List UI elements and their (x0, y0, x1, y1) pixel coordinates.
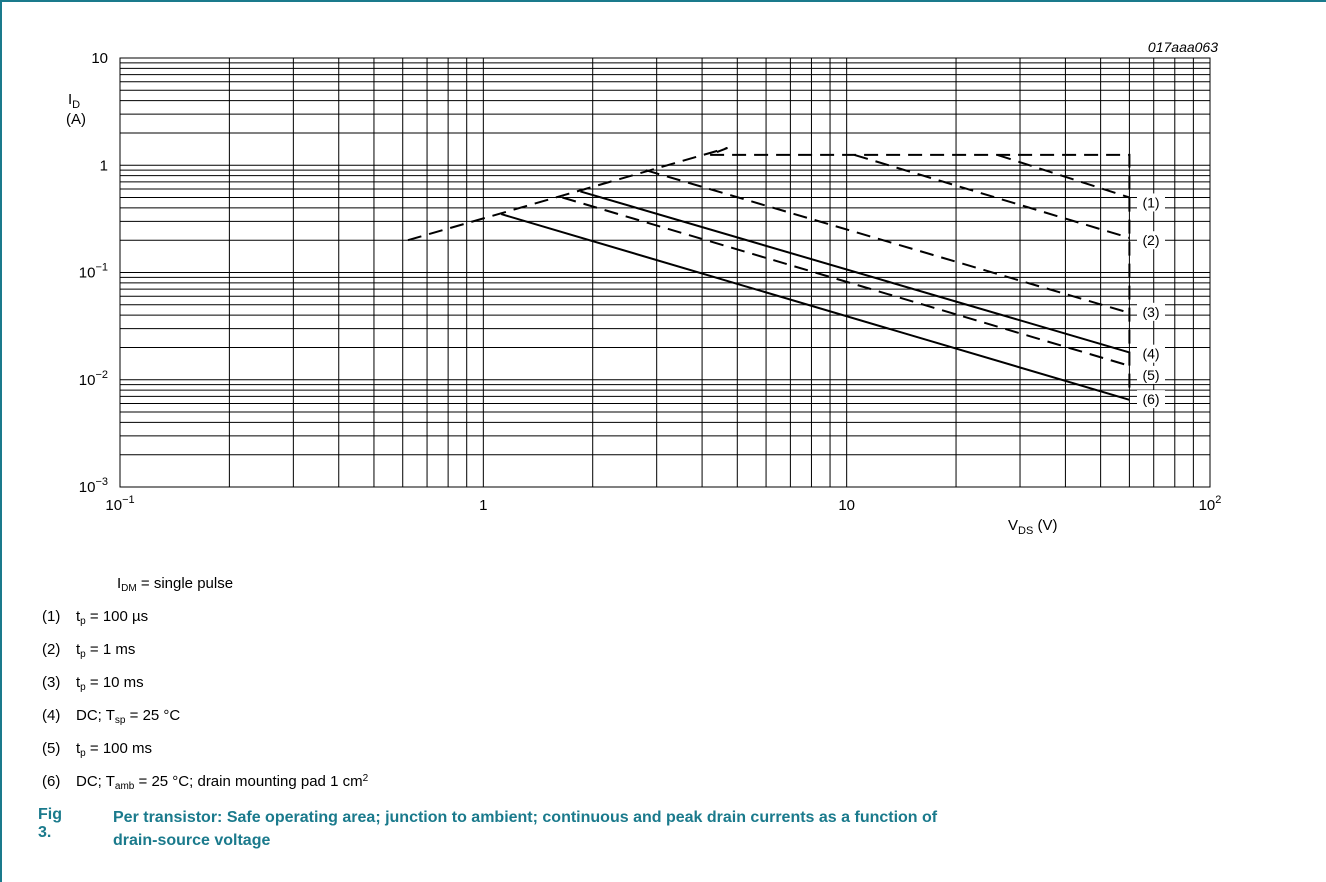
y-axis-unit: (A) (66, 111, 86, 128)
curve-3 (645, 169, 1130, 314)
frame-left-border (0, 0, 2, 882)
y-tick-label: 10−3 (79, 476, 108, 496)
curve-6 (500, 213, 1130, 401)
end-label-4: (4) (1142, 346, 1159, 362)
end-label-6: (6) (1142, 391, 1159, 407)
curve-1 (997, 153, 1130, 199)
end-label-1: (1) (1142, 194, 1159, 210)
end-label-2: (2) (1142, 232, 1159, 248)
curve-5 (562, 196, 1130, 367)
x-tick-label: 1 (479, 497, 487, 514)
end-label-bg (1137, 302, 1165, 321)
legend-header: IDM = single pulse (117, 575, 234, 594)
y-tick-label: 10−2 (79, 369, 108, 389)
end-label-bg (1137, 344, 1165, 363)
curves (407, 146, 1131, 401)
x-tick-label: 10−1 (105, 494, 134, 514)
caption-number: Fig 3. (38, 806, 62, 841)
caption-text: Per transistor: Safe operating area; jun… (113, 809, 938, 849)
y-tick-labels: 10 1 10−1 10−2 10−3 (79, 50, 108, 496)
x-axis-label: VDS (V) (1008, 517, 1057, 537)
y-tick-label: 10−1 (79, 262, 108, 282)
soa-chart: (1)(2)(3)(4)(5)(6) 10−1 1 10 102 10110−110−… (66, 39, 1221, 537)
end-label-bg (1137, 365, 1165, 384)
y-axis-label: ID (68, 91, 80, 111)
x-tick-labels: 10−1 1 10 102 (105, 494, 1221, 514)
figure-id: 017aaa063 (1148, 39, 1218, 55)
y-tick-label: 10 (91, 50, 108, 67)
x-tick-label: 102 (1199, 494, 1222, 514)
end-label-bg (1137, 390, 1165, 409)
end-label-bg (1137, 231, 1165, 250)
curve-2 (854, 153, 1130, 239)
end-label-3: (3) (1142, 304, 1159, 320)
grid-lines (119, 58, 1210, 488)
y-tick-label: 1 (100, 157, 108, 174)
end-label-bg (1137, 193, 1165, 212)
end-label-5: (5) (1142, 367, 1159, 383)
plot-area (119, 57, 1211, 488)
curve-end-labels: (1) (2) (3) (4) (5) (6) (1137, 193, 1165, 409)
curve-4 (580, 190, 1130, 354)
curve-1 (407, 146, 1131, 394)
frame-top-border (0, 0, 1326, 2)
x-tick-label: 10 (838, 497, 855, 514)
